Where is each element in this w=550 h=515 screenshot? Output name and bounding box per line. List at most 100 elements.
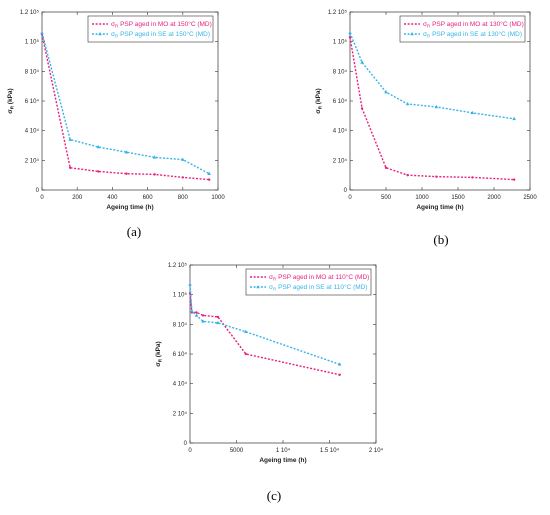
data-point [434,104,439,109]
data-point [207,171,211,175]
y-axis-label: σR (kPa) [7,88,15,113]
x-tick-label: 200 [72,195,83,201]
series-line [189,284,340,366]
series-line [349,32,515,120]
x-tick-label: 0 [40,195,44,201]
x-tick-label: 800 [178,195,189,201]
data-point [68,166,72,169]
series-1 [188,282,342,366]
data-point [68,137,72,141]
y-tick-label: 8 10⁴ [173,321,188,328]
legend-entry: σR PSP aged in MO at 110°C (MD) [269,273,369,282]
x-tick-label: 0 [188,448,192,454]
data-point [338,373,341,376]
y-tick-label: 0 [344,188,348,194]
y-tick-label: 4 10⁴ [25,128,40,135]
legend-entry: σR PSP aged in SE at 130°C (MD) [423,30,522,39]
y-tick-label: 6 10⁴ [173,351,188,358]
panel-label: (a) [127,224,141,239]
legend-box [87,15,214,43]
legend-box [245,268,372,296]
series-1 [348,30,516,121]
x-tick-label: 1 10⁴ [276,447,291,454]
data-point [348,30,352,35]
legend-entry: σR PSP aged in SE at 110°C (MD) [269,283,368,292]
data-point [40,30,44,35]
x-tick-label: 2500 [523,195,537,201]
data-point [405,101,410,106]
x-tick-label: 0 [348,195,352,201]
data-point [97,170,100,173]
data-point [470,110,475,115]
y-axis-label: σR (kPa) [155,341,163,366]
series-line [189,293,340,376]
legend-box [399,15,526,43]
data-point [152,155,157,159]
panel-label: (c) [267,488,281,503]
y-tick-label: 2 10⁴ [333,157,348,164]
legend-marker [256,285,260,289]
data-point [188,282,192,286]
data-point [201,314,205,317]
data-point [244,352,247,356]
panel-label: (b) [433,232,448,247]
data-point [181,176,184,179]
y-tick-label: 2 10⁴ [173,410,188,417]
data-point [216,315,220,319]
data-point [435,175,438,178]
y-tick-label: 1 10⁵ [333,39,348,46]
y-tick-label: 6 10⁴ [25,98,40,105]
y-tick-label: 0 [184,441,188,447]
legend-entry: σR PSP aged in SE at 150°C (MD) [111,30,210,39]
series-line [349,37,515,181]
y-tick-label: 8 10⁴ [333,68,348,75]
y-tick-label: 1.2 10⁵ [20,9,40,16]
y-axis-label: σR (kPa) [315,88,323,113]
x-tick-label: 2000 [487,195,501,201]
legend: σR PSP aged in MO at 150°C (MD)σR PSP ag… [87,15,214,43]
legend-entry: σR PSP aged in MO at 130°C (MD) [423,20,524,29]
y-tick-label: 1.2 10⁵ [168,262,188,269]
data-point [181,157,185,161]
data-point [348,36,352,39]
data-point [208,178,211,181]
data-point [194,313,199,317]
data-point [190,308,194,313]
series-0 [40,33,211,181]
x-axis-label: Ageing time (h) [416,204,463,211]
chart-panel-2: 0 5000 1 10⁴ 1.5 10⁴ 2 10⁴ 0 2 10⁴ 4 10⁴ 6 10⁴ 8 … [155,262,384,503]
x-tick-label: 1500 [451,195,465,201]
x-tick-label: 400 [107,195,118,201]
x-tick-label: 500 [381,195,392,201]
x-tick-label: 5000 [230,448,244,454]
y-tick-label: 1.2 10⁵ [328,9,348,16]
x-axis-label: Ageing time (h) [106,204,153,211]
chart-panel-0: 0 200 400 600 800 1000 0 2 10⁴ 4 10⁴ 6 10⁴ 8 10⁴ 1 … [7,9,225,239]
x-axis-label: Ageing time (h) [259,457,306,464]
x-tick-label: 1000 [211,195,225,201]
y-tick-label: 0 [36,188,40,194]
legend-marker [98,32,102,36]
data-point [153,173,156,176]
data-point [216,320,220,325]
data-point [360,107,364,110]
data-point [384,166,388,169]
chart-panel-1: 0 500 1000 1500 2000 2500 0 2 10⁴ 4 10⁴ 6 10⁴ 8 10… [315,9,537,247]
y-tick-label: 4 10⁴ [173,381,188,388]
data-point [360,60,364,64]
data-point [512,178,516,181]
legend-marker [410,32,414,36]
y-tick-label: 1 10⁵ [25,39,40,46]
data-point [244,329,248,334]
data-point [406,173,409,177]
y-tick-label: 8 10⁴ [25,68,40,75]
data-point [337,362,342,366]
x-tick-label: 1000 [415,195,429,201]
data-point [125,172,128,175]
x-tick-label: 1.5 10⁴ [320,447,340,454]
legend: σR PSP aged in MO at 130°C (MD)σR PSP ag… [399,15,526,43]
data-point [384,90,388,94]
y-tick-label: 4 10⁴ [333,128,348,135]
series-0 [348,36,516,181]
